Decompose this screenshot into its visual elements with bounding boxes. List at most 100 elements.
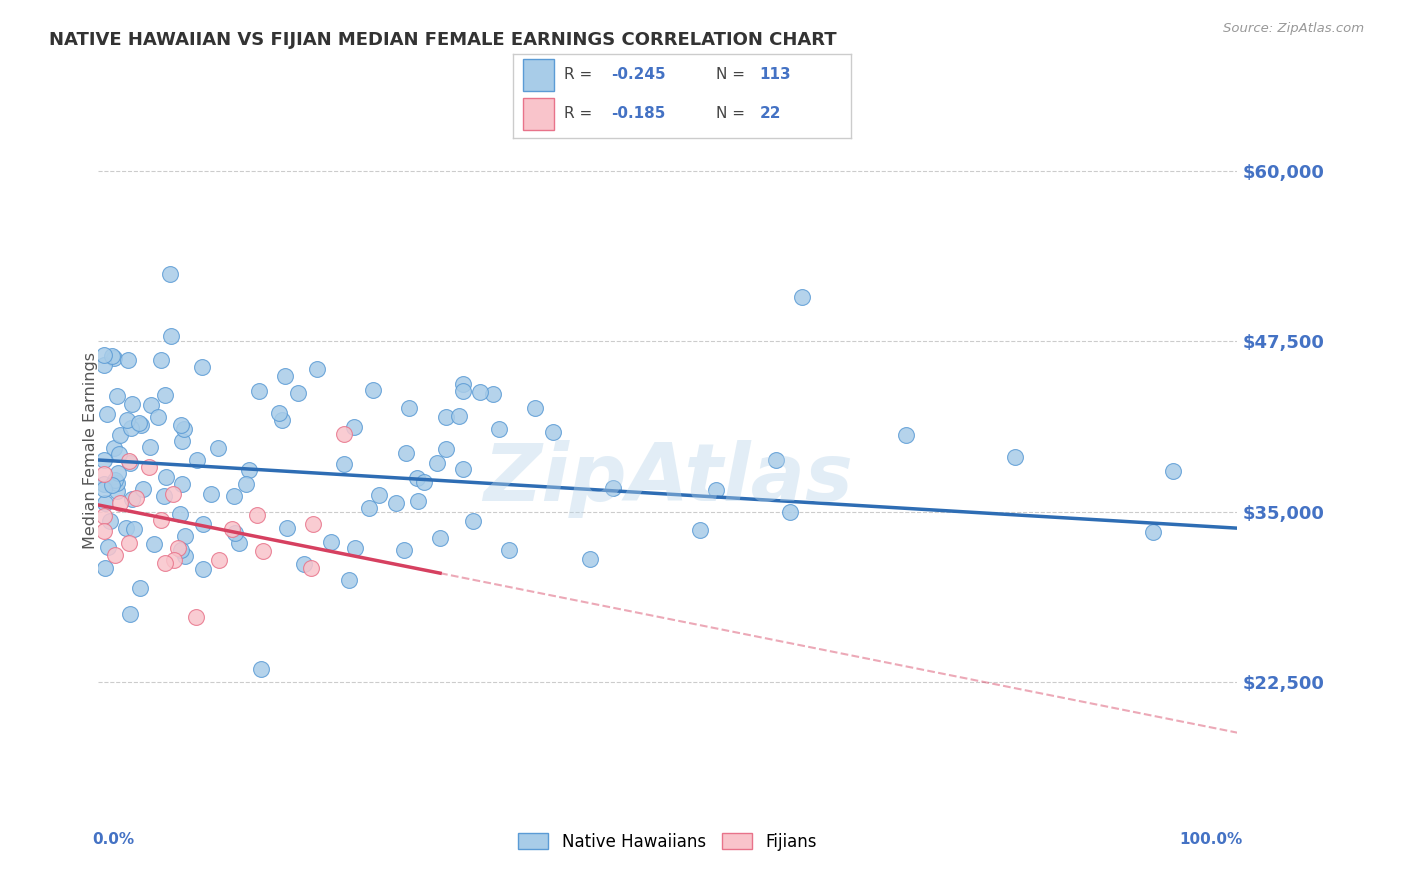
Point [779, 505, 801, 519]
Point [125, 491, 148, 506]
Point [523, 401, 546, 415]
Point [169, 508, 191, 522]
Text: R =: R = [564, 106, 598, 121]
Point [488, 422, 510, 436]
Point [1004, 450, 1026, 464]
Legend: Native Hawaiians, Fijians: Native Hawaiians, Fijians [512, 826, 824, 857]
Point [434, 442, 457, 456]
Point [224, 526, 246, 541]
Point [394, 446, 416, 460]
Point [121, 421, 143, 435]
Point [301, 517, 323, 532]
Point [118, 535, 141, 549]
Point [162, 553, 184, 567]
Point [498, 542, 520, 557]
Point [276, 521, 298, 535]
Point [93, 524, 115, 539]
Point [228, 536, 250, 550]
Point [139, 440, 162, 454]
Point [200, 487, 222, 501]
Point [247, 384, 270, 399]
Point [270, 413, 292, 427]
Point [132, 483, 155, 497]
Point [93, 476, 115, 491]
Point [121, 491, 143, 506]
Point [235, 477, 257, 491]
Point [93, 509, 115, 524]
Point [121, 397, 143, 411]
Point [190, 359, 212, 374]
Point [129, 417, 152, 432]
Point [269, 406, 291, 420]
Point [343, 541, 366, 555]
Text: 100.0%: 100.0% [1180, 832, 1243, 847]
Point [173, 549, 195, 564]
Point [447, 409, 470, 423]
Point [117, 413, 139, 427]
Point [101, 349, 124, 363]
Point [451, 377, 474, 392]
Text: 113: 113 [759, 67, 792, 82]
Point [792, 290, 814, 304]
Point [173, 422, 195, 436]
Point [361, 383, 384, 397]
Point [105, 389, 128, 403]
Point [186, 610, 208, 624]
Point [307, 361, 329, 376]
Point [96, 407, 118, 421]
Point [274, 369, 297, 384]
Point [434, 410, 457, 425]
Point [170, 417, 193, 432]
Point [451, 384, 474, 398]
Point [103, 441, 125, 455]
Point [93, 483, 115, 497]
Point [221, 522, 243, 536]
Point [162, 486, 184, 500]
Point [93, 348, 115, 362]
Point [461, 514, 484, 528]
Point [105, 483, 128, 498]
Text: 22: 22 [759, 106, 780, 121]
Point [103, 548, 125, 562]
Point [129, 581, 152, 595]
Point [114, 521, 136, 535]
Point [159, 329, 181, 343]
Point [142, 537, 165, 551]
Point [398, 401, 420, 416]
Point [155, 556, 177, 570]
Point [103, 351, 125, 365]
Point [146, 410, 169, 425]
Point [128, 416, 150, 430]
Point [97, 540, 120, 554]
Point [93, 496, 115, 510]
Text: NATIVE HAWAIIAN VS FIJIAN MEDIAN FEMALE EARNINGS CORRELATION CHART: NATIVE HAWAIIAN VS FIJIAN MEDIAN FEMALE … [49, 31, 837, 49]
Text: 0.0%: 0.0% [93, 832, 135, 847]
Point [167, 541, 190, 556]
Point [319, 535, 342, 549]
Point [149, 513, 172, 527]
Point [426, 456, 449, 470]
Point [413, 475, 436, 489]
Point [170, 542, 193, 557]
Point [170, 434, 193, 449]
Point [238, 462, 260, 476]
Point [138, 460, 160, 475]
Point [193, 517, 215, 532]
Point [117, 352, 139, 367]
Point [287, 386, 309, 401]
Point [149, 353, 172, 368]
Point [451, 461, 474, 475]
Point [153, 489, 176, 503]
Point [406, 494, 429, 508]
Point [252, 544, 274, 558]
Point [191, 562, 214, 576]
Point [246, 508, 269, 523]
Point [93, 467, 115, 481]
Text: ZipAtlas: ZipAtlas [482, 441, 853, 518]
Point [385, 496, 408, 510]
Point [543, 425, 565, 439]
Text: N =: N = [716, 67, 749, 82]
Point [159, 267, 181, 281]
Point [894, 428, 917, 442]
Point [172, 477, 194, 491]
